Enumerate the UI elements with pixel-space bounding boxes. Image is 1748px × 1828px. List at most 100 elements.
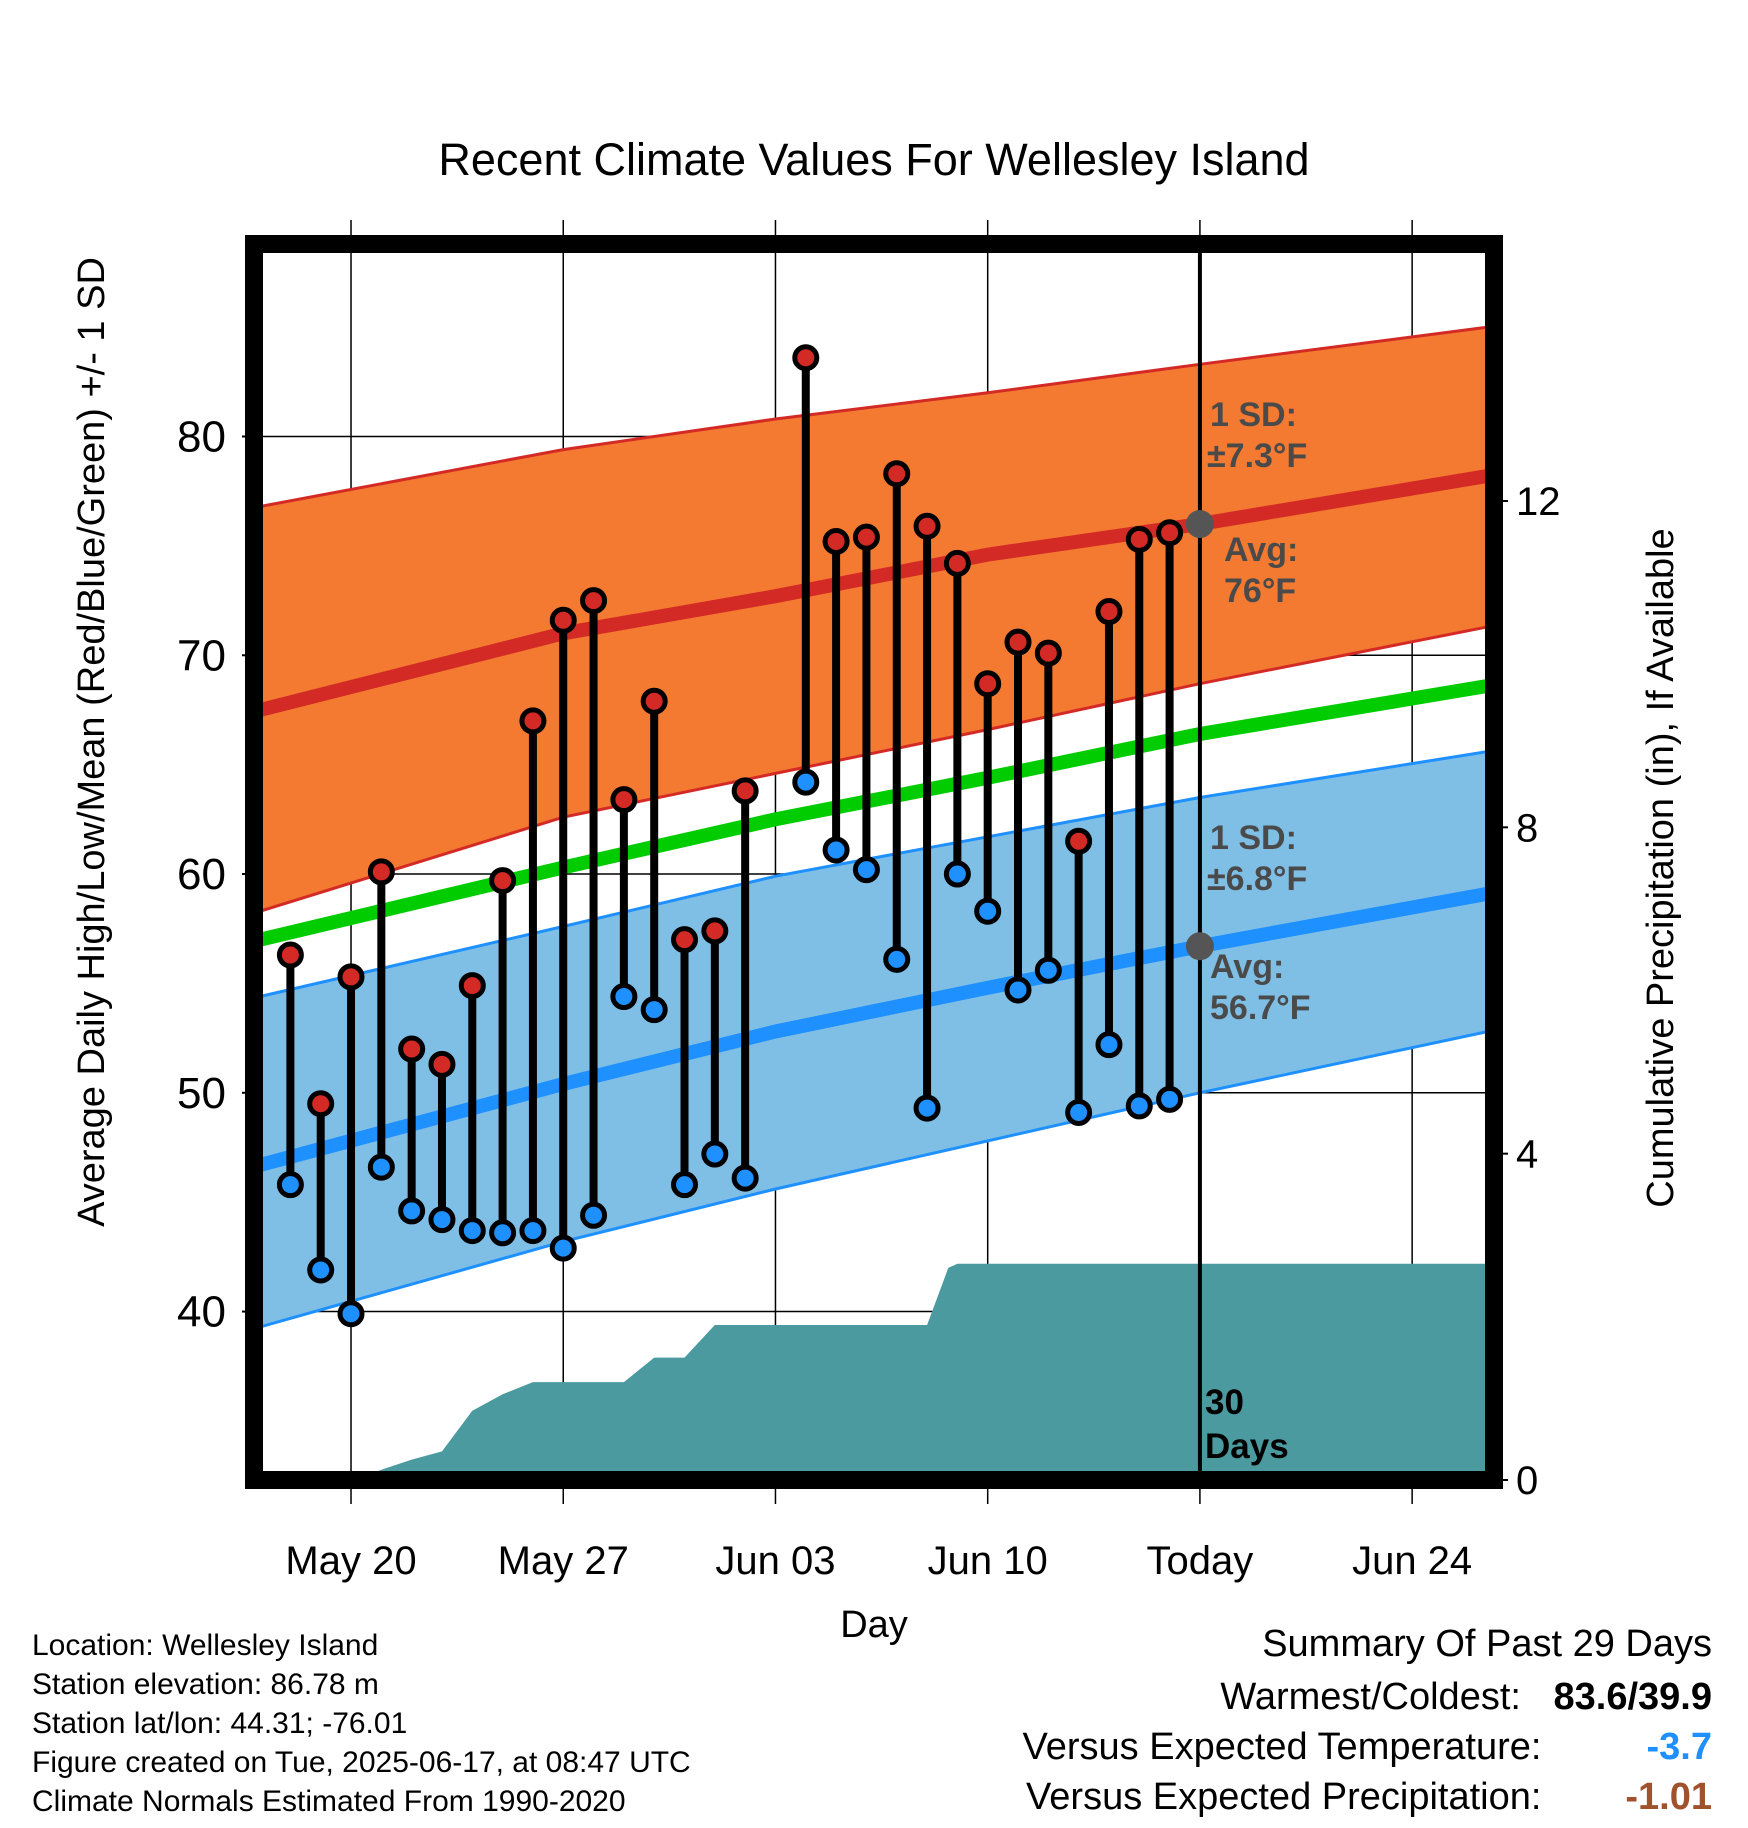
high-point	[458, 972, 486, 1000]
summary-temp-label: Versus Expected Temperature:	[1022, 1726, 1542, 1768]
y-tick-label: 50	[177, 1069, 226, 1118]
low-point	[1065, 1098, 1093, 1126]
y-tick-label: 40	[177, 1288, 226, 1337]
high-point	[822, 528, 850, 556]
summary-precip-row: Versus Expected Precipitation: -1.01	[1026, 1778, 1712, 1816]
high-point	[671, 926, 699, 954]
x-tick-label: Jun 24	[1352, 1539, 1472, 1583]
info-normals: Climate Normals Estimated From 1990-2020	[32, 1785, 626, 1818]
low-point	[974, 897, 1002, 925]
info-elevation: Station elevation: 86.78 m	[32, 1668, 379, 1701]
x-tick-label: Today	[1147, 1539, 1254, 1583]
y-axis-label: Average Daily High/Low/Mean (Red/Blue/Gr…	[71, 257, 113, 1227]
low-sd-value: ±6.8°F	[1207, 860, 1307, 898]
x-axis-label: Day	[840, 1604, 908, 1646]
low-point	[1004, 976, 1032, 1004]
low-point	[852, 856, 880, 884]
summary-warmest-value: 83.6/39.9	[1553, 1676, 1712, 1718]
high-avg-value: 76°F	[1224, 572, 1296, 610]
low-point	[549, 1234, 577, 1262]
high-sd-value: ±7.3°F	[1207, 437, 1307, 475]
high-point	[1125, 525, 1153, 553]
low-point	[822, 836, 850, 864]
high-point	[883, 460, 911, 488]
low-point	[398, 1197, 426, 1225]
low-point	[337, 1300, 365, 1328]
high-point	[398, 1035, 426, 1063]
low-point	[883, 945, 911, 973]
x-tick-label: Jun 03	[715, 1539, 835, 1583]
high-point	[519, 707, 547, 735]
high-point	[640, 687, 668, 715]
high-point	[276, 941, 304, 969]
low-point	[913, 1094, 941, 1122]
summary-precip-value: -1.01	[1625, 1776, 1712, 1818]
low-point	[792, 768, 820, 796]
low-point	[943, 860, 971, 888]
high-point	[580, 587, 608, 615]
y2-tick-label: 4	[1516, 1133, 1538, 1177]
high-point	[701, 917, 729, 945]
low-point	[1156, 1085, 1184, 1113]
high-point	[489, 867, 517, 895]
high-point	[792, 344, 820, 372]
precip-days-count: 30	[1205, 1383, 1244, 1422]
low-point	[731, 1164, 759, 1192]
low-point	[640, 996, 668, 1024]
x-tick-label: May 27	[498, 1539, 629, 1583]
y-tick-label: 70	[177, 631, 226, 680]
today-low-avg-marker	[1185, 932, 1214, 961]
high-point	[913, 512, 941, 540]
high-sd-label: 1 SD:	[1210, 396, 1297, 434]
high-point	[1095, 598, 1123, 626]
high-avg-line	[258, 468, 1490, 717]
high-avg-label: Avg:	[1224, 531, 1298, 569]
high-point	[852, 523, 880, 551]
y-tick-label: 60	[177, 850, 226, 899]
y2-tick-label: 0	[1516, 1459, 1538, 1503]
y-tick-label: 80	[177, 413, 226, 462]
info-location: Location: Wellesley Island	[32, 1629, 379, 1662]
low-point	[1125, 1092, 1153, 1120]
x-tick-label: Jun 10	[928, 1539, 1048, 1583]
high-point	[549, 606, 577, 634]
high-point	[307, 1090, 335, 1118]
low-avg-line	[258, 886, 1490, 1172]
y2-axis-label: Cumulative Precipitation (in), If Availa…	[1640, 528, 1682, 1207]
summary-precip-label: Versus Expected Precipitation:	[1026, 1776, 1542, 1818]
high-point	[1004, 628, 1032, 656]
summary-warmest-label: Warmest/Coldest:	[1220, 1676, 1521, 1718]
low-point	[580, 1201, 608, 1229]
low-point	[276, 1171, 304, 1199]
chart-title: Recent Climate Values For Wellesley Isla…	[438, 134, 1309, 185]
y2-tick-label: 8	[1516, 806, 1538, 850]
low-avg-value: 56.7°F	[1210, 989, 1311, 1027]
low-avg-label: Avg:	[1210, 948, 1284, 986]
plot-content	[254, 244, 1494, 1480]
summary-temp-value: -3.7	[1646, 1726, 1712, 1768]
high-point	[1156, 519, 1184, 547]
low-sd-label: 1 SD:	[1210, 819, 1297, 857]
low-point	[367, 1153, 395, 1181]
info-created: Figure created on Tue, 2025-06-17, at 08…	[32, 1746, 691, 1779]
precip-area	[351, 1263, 1488, 1480]
high-point	[974, 670, 1002, 698]
low-point	[610, 983, 638, 1011]
high-point	[731, 777, 759, 805]
summary-temp-row: Versus Expected Temperature: -3.7	[1023, 1728, 1712, 1766]
summary-warmest-row: Warmest/Coldest: 83.6/39.9	[1220, 1678, 1712, 1716]
low-point	[701, 1140, 729, 1168]
low-point	[671, 1171, 699, 1199]
high-point	[1065, 827, 1093, 855]
low-point	[519, 1217, 547, 1245]
high-point	[943, 549, 971, 577]
low-point	[1095, 1031, 1123, 1059]
precip-days-unit: Days	[1205, 1427, 1289, 1466]
x-tick-label: May 20	[285, 1539, 416, 1583]
summary-title: Summary Of Past 29 Days	[1262, 1623, 1712, 1665]
high-point	[428, 1050, 456, 1078]
low-point	[489, 1219, 517, 1247]
high-point	[367, 858, 395, 886]
